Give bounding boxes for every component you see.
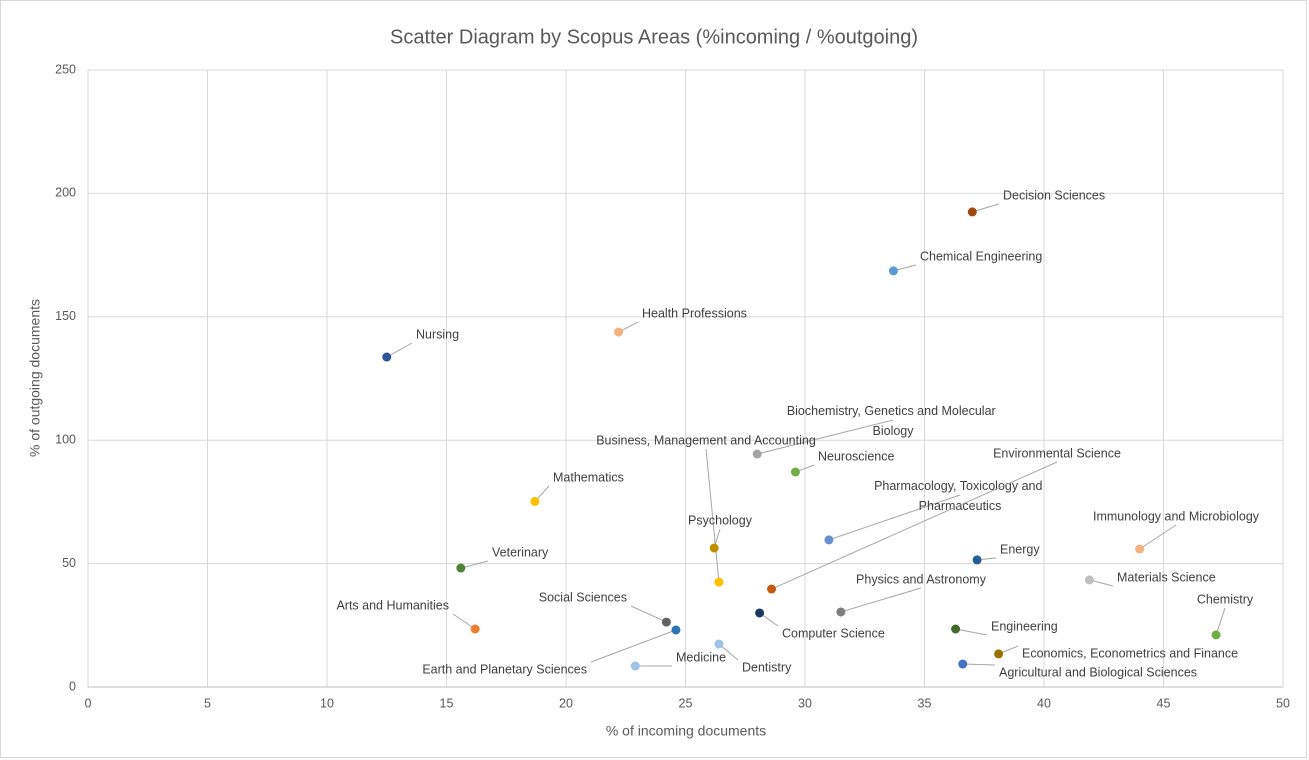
data-label: Energy xyxy=(1000,542,1040,556)
point xyxy=(714,639,724,649)
data-label: Agricultural and Biological Sciences xyxy=(999,665,1197,679)
point xyxy=(824,535,834,545)
leader-line xyxy=(590,629,677,663)
leader-line xyxy=(1139,524,1177,550)
data-label: Earth and Planetary Sciences xyxy=(422,662,587,676)
leader-line xyxy=(972,203,1000,213)
data-label: Neuroscience xyxy=(818,449,894,463)
point xyxy=(994,649,1004,659)
leader-line xyxy=(386,342,413,358)
point xyxy=(671,625,681,635)
point xyxy=(967,207,977,217)
data-label: Mathematics xyxy=(553,470,624,484)
data-label: Psychology xyxy=(688,513,753,527)
point xyxy=(767,584,777,594)
x-tick-label: 40 xyxy=(1037,696,1051,710)
x-tick-label: 0 xyxy=(85,696,92,710)
data-label: Computer Science xyxy=(782,626,885,640)
x-axis-title: % of incoming documents xyxy=(606,723,766,739)
point xyxy=(972,555,982,565)
leader-line xyxy=(955,628,988,636)
leader-line xyxy=(757,419,894,455)
point xyxy=(614,327,624,337)
point xyxy=(752,449,762,459)
data-label: Nursing xyxy=(416,327,459,341)
point xyxy=(1135,544,1145,554)
chart-title: Scatter Diagram by Scopus Areas (%incomi… xyxy=(390,26,918,48)
leader-line xyxy=(962,663,996,666)
y-tick-label: 150 xyxy=(55,309,76,323)
data-label: Health Professions xyxy=(642,306,747,320)
data-label: Biochemistry, Genetics and Molecular Bio… xyxy=(787,404,999,438)
point xyxy=(958,659,968,669)
point xyxy=(836,607,846,617)
point xyxy=(709,543,719,553)
leader-line xyxy=(771,461,1058,590)
point xyxy=(951,624,961,634)
leader-line xyxy=(630,605,667,623)
point xyxy=(1084,575,1094,585)
leader-line xyxy=(828,494,961,541)
point xyxy=(661,617,671,627)
y-tick-label: 100 xyxy=(55,432,76,446)
y-axis-title: % of outgoing documents xyxy=(27,299,43,457)
data-label: Chemistry xyxy=(1197,592,1254,606)
data-label: Materials Science xyxy=(1117,570,1216,584)
point xyxy=(1211,630,1221,640)
data-label: Social Sciences xyxy=(539,590,627,604)
x-tick-label: 35 xyxy=(918,696,932,710)
data-label: Veterinary xyxy=(492,545,549,559)
x-tick-label: 30 xyxy=(798,696,812,710)
x-tick-label: 15 xyxy=(440,696,454,710)
data-label: Pharmacology, Toxicology and Pharmaceuti… xyxy=(874,479,1046,513)
point xyxy=(456,563,466,573)
point xyxy=(714,577,724,587)
point xyxy=(630,661,640,671)
y-tick-label: 200 xyxy=(55,186,76,200)
point xyxy=(755,608,765,618)
x-tick-label: 5 xyxy=(204,696,211,710)
point xyxy=(470,624,480,634)
y-tick-label: 250 xyxy=(55,62,76,76)
x-tick-label: 45 xyxy=(1157,696,1171,710)
data-label: Engineering xyxy=(991,619,1058,633)
data-label: Dentistry xyxy=(742,660,792,674)
data-label: Chemical Engineering xyxy=(920,249,1042,263)
x-tick-label: 50 xyxy=(1276,696,1290,710)
x-tick-label: 10 xyxy=(320,696,334,710)
y-tick-label: 50 xyxy=(62,556,76,570)
y-tick-label: 0 xyxy=(69,679,76,693)
leader-line xyxy=(705,448,720,583)
point xyxy=(888,266,898,276)
leader-line xyxy=(840,587,922,613)
point xyxy=(790,467,800,477)
data-label: Decision Sciences xyxy=(1003,188,1105,202)
data-label: Physics and Astronomy xyxy=(856,572,987,586)
point xyxy=(382,352,392,362)
data-label: Economics, Econometrics and Finance xyxy=(1022,646,1238,660)
x-tick-label: 25 xyxy=(679,696,693,710)
point xyxy=(530,496,540,506)
data-label: Immunology and Microbiology xyxy=(1093,509,1260,523)
leader-line xyxy=(460,560,489,569)
x-tick-label: 20 xyxy=(559,696,573,710)
leader-line xyxy=(1215,607,1226,636)
data-label: Arts and Humanities xyxy=(336,598,449,612)
data-label: Environmental Science xyxy=(993,446,1121,460)
data-label: Business, Management and Accounting xyxy=(596,433,816,447)
data-label: Medicine xyxy=(676,650,726,664)
